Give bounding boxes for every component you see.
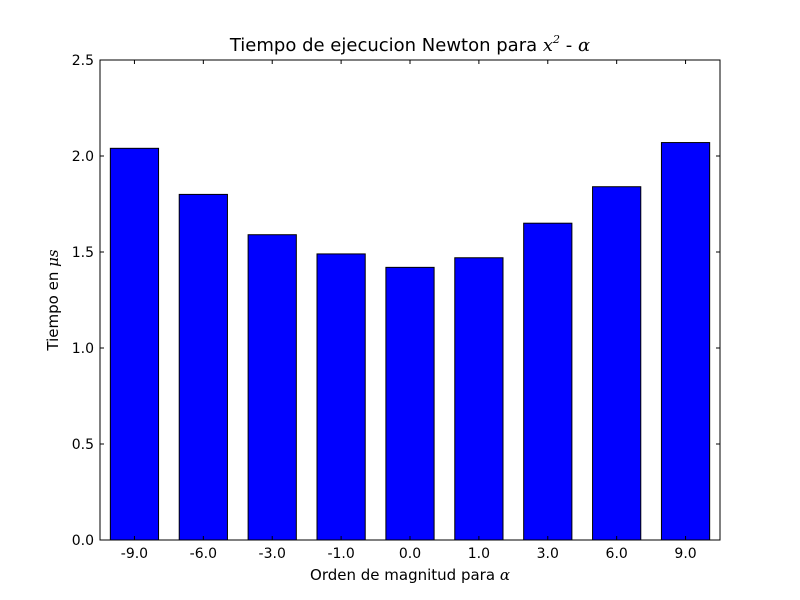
x-tick-label: -1.0 (327, 546, 354, 562)
y-tick-label: 2.5 (72, 53, 94, 69)
y-tick-label: 2.0 (72, 149, 94, 165)
x-tick-label: 9.0 (674, 546, 696, 562)
bar-0.0 (385, 266, 435, 541)
x-tick-label: 1.0 (468, 546, 490, 562)
x-tick-label: 6.0 (606, 546, 628, 562)
y-tick-label: 0.0 (72, 533, 94, 549)
x-tick-label: 0.0 (399, 546, 421, 562)
chart-title: Tiempo de ejecucion Newton para x2 - α (229, 33, 590, 56)
bar-3.0 (523, 222, 573, 541)
bar--3.0 (247, 234, 297, 541)
bars-group (109, 142, 711, 541)
y-tick-label: 1.5 (72, 245, 94, 261)
bar-9.0 (660, 142, 711, 541)
bar--6.0 (178, 193, 228, 541)
y-tick-label: 1.0 (72, 341, 94, 357)
x-tick-label: -9.0 (121, 546, 148, 562)
bar-1.0 (454, 257, 504, 541)
x-axis-ticks: -9.0 -6.0 -3.0 -1.0 0.0 1.0 3.0 6.0 9.0 (121, 60, 697, 562)
y-axis-label: Tiempo en μs (44, 249, 62, 351)
bar--1.0 (316, 253, 366, 541)
x-tick-label: -6.0 (190, 546, 217, 562)
bar--9.0 (109, 147, 160, 541)
x-tick-label: -3.0 (259, 546, 286, 562)
y-axis-ticks: 0.0 0.5 1.0 1.5 2.0 2.5 (72, 53, 720, 549)
x-axis-label: Orden de magnitud para α (310, 566, 510, 584)
x-tick-label: 3.0 (537, 546, 559, 562)
y-tick-label: 0.5 (72, 437, 94, 453)
bar-6.0 (592, 186, 642, 541)
